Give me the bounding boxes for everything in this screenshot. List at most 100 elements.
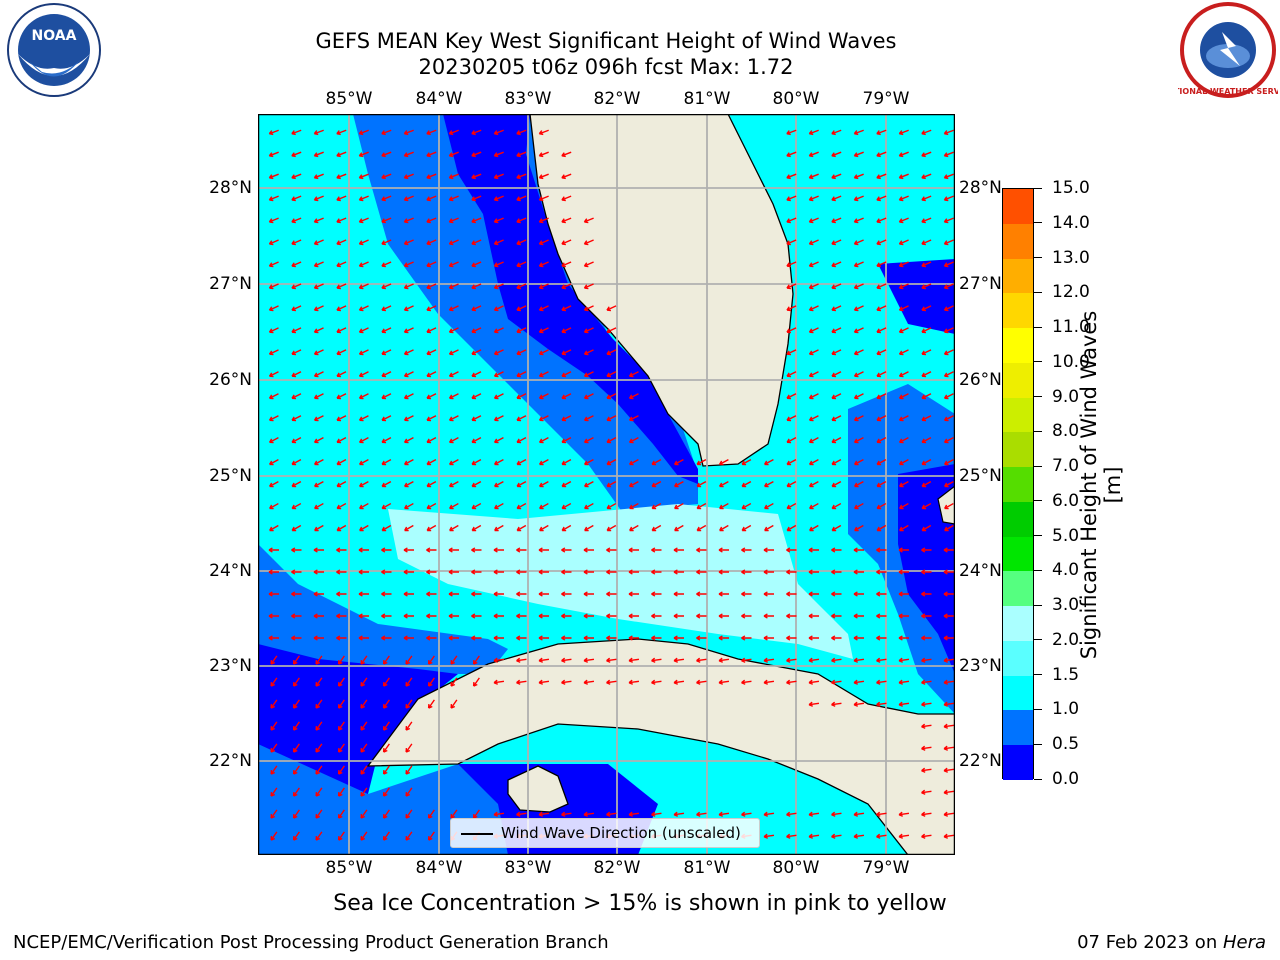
wave-direction-arrow — [876, 524, 887, 532]
wave-direction-arrow — [381, 129, 392, 136]
wave-direction-arrow — [583, 305, 594, 312]
lon-label-bottom: 81°W — [683, 858, 731, 878]
wave-direction-arrow — [628, 657, 640, 663]
wave-direction-arrow — [718, 547, 729, 553]
wave-direction-arrow — [450, 655, 458, 665]
wave-direction-arrow — [471, 371, 482, 378]
wave-direction-arrow — [876, 569, 887, 575]
wave-direction-arrow — [426, 371, 437, 378]
wave-direction-arrow — [831, 371, 842, 378]
wave-direction-arrow — [651, 635, 662, 641]
nws-logo-text: NATIONAL WEATHER SERVICE — [1178, 87, 1278, 96]
wave-direction-arrow — [898, 679, 910, 685]
lat-label-left: 23°N — [209, 656, 252, 676]
lat-label-right: 22°N — [959, 751, 1002, 771]
wave-direction-arrow — [381, 459, 392, 466]
wave-direction-arrow — [651, 811, 662, 817]
wave-direction-arrow — [268, 459, 279, 466]
wave-direction-arrow — [584, 524, 594, 532]
wave-direction-arrow — [336, 151, 347, 158]
wave-direction-arrow — [358, 349, 369, 356]
wave-direction-arrow — [426, 283, 437, 290]
wave-direction-arrow — [943, 547, 954, 553]
wave-direction-arrow — [268, 129, 279, 136]
wave-direction-arrow — [921, 217, 932, 224]
wave-direction-arrow — [268, 591, 279, 597]
wave-direction-arrow — [786, 679, 797, 685]
wave-direction-arrow — [606, 811, 617, 817]
wave-direction-arrow — [899, 502, 909, 510]
wave-direction-arrow — [471, 327, 482, 334]
lon-label-bottom: 84°W — [415, 858, 463, 878]
wave-direction-arrow — [854, 524, 864, 532]
wave-direction-arrow — [606, 547, 617, 553]
wave-direction-arrow — [516, 657, 527, 663]
wave-direction-arrow — [336, 195, 347, 202]
wave-direction-arrow — [853, 371, 864, 378]
wave-direction-arrow — [583, 437, 594, 444]
wave-direction-arrow — [831, 613, 842, 619]
wave-direction-arrow — [336, 239, 347, 246]
wave-direction-arrow — [516, 679, 527, 685]
wave-direction-arrow — [943, 679, 955, 685]
wave-direction-arrow — [606, 502, 617, 510]
wave-direction-arrow — [561, 393, 572, 400]
wave-direction-arrow — [268, 393, 279, 400]
wave-direction-arrow — [382, 765, 390, 775]
wave-direction-arrow — [337, 787, 345, 797]
wave-direction-arrow — [404, 524, 414, 532]
wave-direction-arrow — [583, 613, 594, 619]
wave-direction-arrow — [270, 787, 278, 797]
wave-direction-arrow — [403, 173, 414, 180]
wave-direction-arrow — [516, 591, 527, 597]
wave-direction-arrow — [674, 524, 684, 532]
wave-direction-arrow — [516, 811, 527, 817]
wave-direction-arrow — [876, 591, 887, 597]
wave-direction-arrow — [876, 151, 887, 158]
wave-direction-arrow — [381, 283, 392, 290]
wave-direction-arrow — [764, 524, 774, 532]
wave-direction-arrow — [853, 547, 864, 553]
wave-direction-arrow — [898, 239, 909, 246]
wave-direction-arrow — [336, 591, 347, 597]
wave-direction-arrow — [696, 679, 707, 685]
map-legend: Wind Wave Direction (unscaled) — [450, 818, 760, 848]
wave-direction-arrow — [876, 371, 887, 378]
wave-direction-arrow — [853, 657, 865, 663]
wave-direction-arrow — [538, 195, 549, 202]
wave-direction-arrow — [291, 547, 302, 553]
wave-direction-arrow — [381, 480, 392, 488]
colorbar-step — [1003, 293, 1033, 329]
wave-direction-arrow — [426, 459, 437, 466]
wave-direction-arrow — [808, 657, 820, 663]
wave-direction-arrow — [899, 480, 909, 488]
wave-direction-arrow — [381, 371, 392, 378]
wave-direction-arrow — [358, 327, 369, 334]
wave-direction-arrow — [921, 480, 932, 488]
colorbar-step — [1003, 745, 1033, 780]
wave-direction-arrow — [853, 459, 864, 466]
wave-direction-arrow — [403, 371, 414, 378]
wave-direction-arrow — [313, 437, 324, 444]
wave-direction-arrow — [876, 547, 887, 553]
wave-direction-arrow — [516, 305, 527, 312]
colorbar-tick-label: 3.0 — [1052, 595, 1080, 616]
wave-direction-arrow — [405, 721, 413, 731]
colorbar-step — [1003, 536, 1033, 572]
wave-direction-arrow — [921, 459, 932, 466]
wave-direction-arrow — [831, 437, 842, 444]
wave-direction-arrow — [270, 765, 278, 775]
wave-direction-arrow — [606, 480, 617, 488]
wave-direction-arrow — [853, 129, 864, 136]
wave-direction-arrow — [493, 591, 504, 597]
wave-direction-arrow — [291, 261, 302, 268]
colorbar-step — [1003, 223, 1033, 259]
wave-direction-arrow — [943, 657, 955, 663]
wave-direction-arrow — [493, 393, 504, 400]
wave-direction-arrow — [741, 591, 752, 597]
wave-direction-arrow — [381, 349, 392, 356]
wave-direction-arrow — [315, 721, 323, 731]
wave-direction-arrow — [538, 415, 549, 422]
wave-direction-arrow — [808, 349, 819, 356]
wave-direction-arrow — [292, 765, 300, 775]
